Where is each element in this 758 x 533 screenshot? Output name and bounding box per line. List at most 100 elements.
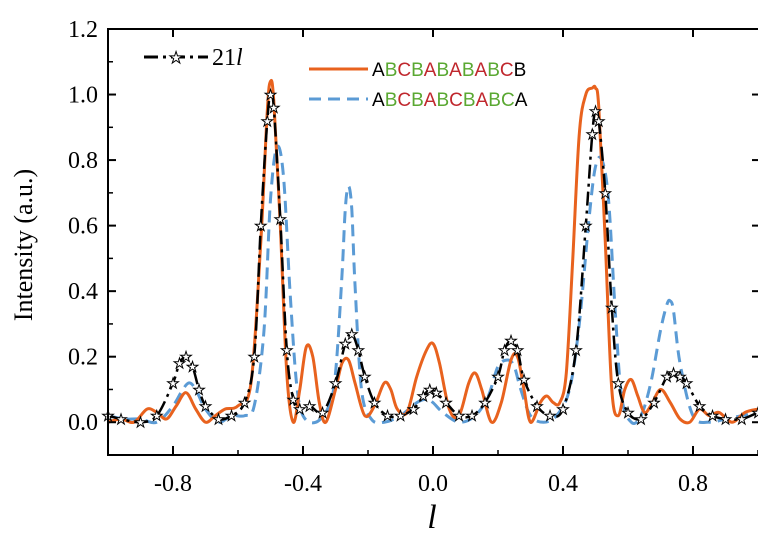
series-line-0 bbox=[107, 91, 758, 424]
series-point-21l: ★ bbox=[570, 344, 583, 359]
series-point-21l: ★ bbox=[592, 115, 605, 130]
legend-item-abcbabcbab: ABCBABCBABCA bbox=[309, 90, 528, 111]
series-point-21l: ★ bbox=[518, 374, 531, 389]
legend-letter: A bbox=[372, 60, 385, 81]
series-point-21l: ★ bbox=[612, 377, 625, 392]
legend-label-21l-italic: l bbox=[236, 45, 243, 71]
series-point-21l: ★ bbox=[505, 334, 518, 349]
series-point-21l: ★ bbox=[511, 344, 524, 359]
legend-letter: B bbox=[385, 60, 398, 81]
y-tick-label: 1.0 bbox=[68, 83, 98, 109]
series-point-21l: ★ bbox=[557, 403, 570, 418]
legend-letter: B bbox=[462, 60, 475, 81]
series-point-21l: ★ bbox=[492, 370, 505, 385]
legend-letter: B bbox=[463, 90, 476, 111]
legend-letter: A bbox=[424, 60, 437, 81]
series-point-21l: ★ bbox=[199, 400, 212, 415]
series-point-21l: ★ bbox=[368, 397, 381, 412]
series-point-21l: ★ bbox=[648, 397, 661, 412]
series-point-21l: ★ bbox=[586, 128, 599, 143]
series-point-21l: ★ bbox=[605, 302, 618, 317]
legend-letter: B bbox=[411, 60, 424, 81]
series-point-21l: ★ bbox=[579, 220, 592, 235]
legend-letter: C bbox=[449, 90, 463, 111]
series-point-21l: ★ bbox=[339, 338, 352, 353]
series-point-21l: ★ bbox=[407, 403, 420, 418]
legend-letter: A bbox=[475, 60, 488, 81]
series-point-21l: ★ bbox=[706, 410, 719, 425]
legend-label-21l: 21l bbox=[212, 45, 243, 71]
legend-item-21l: ★ 21l bbox=[144, 45, 243, 71]
legend-letter: A bbox=[424, 90, 437, 111]
series-point-21l: ★ bbox=[248, 351, 261, 366]
legend-star-icon: ★ bbox=[169, 50, 183, 67]
legend-letter: B bbox=[385, 90, 398, 111]
series-point-21l: ★ bbox=[193, 383, 206, 398]
series-point-21l: ★ bbox=[225, 410, 238, 425]
series-point-21l: ★ bbox=[287, 393, 300, 408]
series-point-21l: ★ bbox=[680, 377, 693, 392]
legend-letter: C bbox=[397, 60, 411, 81]
series-point-21l: ★ bbox=[674, 370, 687, 385]
series-point-21l: ★ bbox=[667, 367, 680, 382]
x-tick-label: -0.8 bbox=[154, 471, 192, 497]
legend-letter: B bbox=[488, 90, 501, 111]
legend-letter: B bbox=[514, 60, 527, 81]
series-point-21l: ★ bbox=[274, 213, 287, 228]
legend-label-abcbabcbab: ABCBABCBABCA bbox=[372, 90, 528, 111]
y-tick-label: 0.8 bbox=[68, 148, 98, 174]
series-point-21l: ★ bbox=[186, 361, 199, 376]
series-point-21l: ★ bbox=[479, 397, 492, 412]
series-point-21l: ★ bbox=[531, 400, 544, 415]
series-point-21l: ★ bbox=[267, 102, 280, 117]
series-line-2 bbox=[107, 144, 758, 425]
series-point-21l: ★ bbox=[358, 370, 371, 385]
legend-letter: B bbox=[411, 90, 424, 111]
series-point-21l: ★ bbox=[345, 328, 358, 343]
series-layer: ★ ★ ★ ★★★★★★★★ ★★★★★★★★★★★★ ★★★★★★★★ ★ ★★★★★★ ★★… bbox=[101, 78, 758, 432]
series-point-21l: ★ bbox=[303, 400, 316, 415]
legend-letter: C bbox=[500, 60, 514, 81]
series-point-21l: ★ bbox=[238, 397, 251, 412]
series-point-21l: ★ bbox=[381, 410, 394, 425]
series-point-21l: ★ bbox=[453, 410, 466, 425]
series-point-21l: ★ bbox=[599, 187, 612, 202]
legend-letter: C bbox=[501, 90, 515, 111]
series-point-21l: ★ bbox=[352, 344, 365, 359]
series-point-21l: ★ bbox=[622, 406, 635, 421]
y-tick-label: 0.2 bbox=[68, 345, 98, 371]
legend-letter: A bbox=[372, 90, 385, 111]
series-point-21l: ★ bbox=[693, 400, 706, 415]
x-axis-label: l bbox=[427, 499, 436, 533]
series-point-21l: ★ bbox=[329, 377, 342, 392]
y-tick-label: 0.6 bbox=[68, 214, 98, 240]
series-point-21l: ★ bbox=[212, 413, 225, 428]
series-point-21l: ★ bbox=[589, 105, 602, 120]
series-point-21l: ★ bbox=[440, 397, 453, 412]
x-tick-label: -0.4 bbox=[284, 471, 322, 497]
legend-letter: A bbox=[515, 90, 528, 111]
series-point-21l: ★ bbox=[280, 344, 293, 359]
series-point-21l: ★ bbox=[150, 410, 163, 425]
series-point-21l: ★ bbox=[498, 344, 511, 359]
legend-letter: B bbox=[436, 60, 449, 81]
legend-label-21l-number: 21 bbox=[212, 45, 236, 71]
series-point-21l: ★ bbox=[735, 413, 748, 428]
series-point-21l: ★ bbox=[544, 410, 557, 425]
ticks-layer: 0.0 0.2 0.4 0.6 0.8 1.0 1.2 -0.8 -0.4 0.0 0.4 0.8 bbox=[68, 17, 758, 497]
series-point-21l: ★ bbox=[661, 370, 674, 385]
series-point-21l: ★ bbox=[264, 89, 277, 104]
legend: ★ 21l ABCBABABABCB ABCBABCBABCA bbox=[144, 45, 528, 111]
series-point-21l: ★ bbox=[293, 403, 306, 418]
series-point-21l: ★ bbox=[254, 220, 267, 235]
series-point-21l: ★ bbox=[466, 410, 479, 425]
legend-label-abcbababab: ABCBABABABCB bbox=[372, 60, 526, 81]
series-point-21l: ★ bbox=[167, 377, 180, 392]
legend-letter: B bbox=[436, 90, 449, 111]
legend-letter: A bbox=[476, 90, 489, 111]
legend-item-abcbababab: ABCBABABABCB bbox=[309, 60, 526, 81]
series-point-21l: ★ bbox=[423, 383, 436, 398]
series-point-21l: ★ bbox=[261, 115, 274, 130]
x-tick-label: 0.4 bbox=[548, 471, 578, 497]
